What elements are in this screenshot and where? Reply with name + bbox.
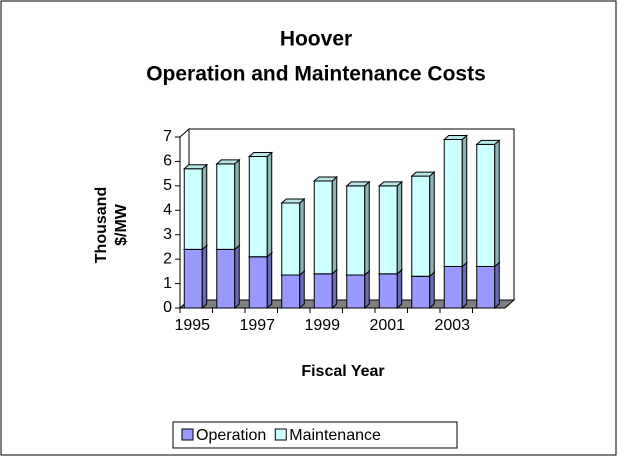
legend-swatch [181, 428, 194, 441]
bar-segment-side [396, 268, 403, 310]
x-tick-label: 1997 [239, 317, 275, 334]
bar-segment [281, 274, 301, 309]
bar-segment-side [429, 170, 435, 278]
bar-segment-top [215, 159, 241, 165]
bar-segment-side [331, 175, 338, 275]
bar-segment [183, 248, 203, 309]
y-tick-label: 1 [163, 275, 172, 292]
bar-segment-top [410, 171, 436, 177]
bar-segment [411, 275, 431, 309]
bar-segment [183, 168, 203, 250]
bar-segment-side [201, 244, 208, 310]
bar-segment-top [280, 198, 306, 204]
bar-segment [313, 273, 333, 309]
bar-segment [248, 256, 268, 309]
x-axis-label: Fiscal Year [301, 363, 384, 380]
bar-segment-side [461, 134, 468, 268]
legend-label: Operation [196, 427, 266, 444]
bar-segment-side [364, 269, 370, 310]
bar-segment [346, 185, 366, 276]
bar-segment [378, 185, 398, 275]
bar-segment [281, 202, 301, 276]
y-axis-label-line: $/MW [113, 203, 130, 246]
y-axis-label: Thousand $/MW [93, 187, 130, 263]
x-tick-label: 1999 [304, 317, 340, 334]
bar-segment [411, 175, 431, 277]
bar-segment-side [201, 163, 208, 251]
chart-title: Hoover [280, 28, 352, 51]
bar-segment-top [345, 181, 371, 187]
legend-box [172, 421, 458, 449]
bar-segment-side [299, 269, 305, 310]
bar-segment-side [494, 139, 500, 268]
bar-segment-top [475, 139, 501, 145]
bar-segment-side [234, 244, 240, 310]
x-tick-label: 2001 [369, 317, 405, 334]
y-tick-label: 4 [163, 202, 172, 219]
bar-segment-side [299, 197, 305, 277]
y-tick-label: 3 [163, 226, 172, 243]
bar-segment-side [331, 268, 338, 310]
chart-subtitle: Operation and Maintenance Costs [146, 63, 486, 86]
y-tick-label: 5 [163, 177, 172, 194]
bar-segment-side [461, 261, 468, 310]
bar-segment-top [312, 176, 339, 182]
bar-segment [476, 143, 496, 267]
legend-swatch [274, 428, 287, 441]
bar-segment [313, 180, 333, 275]
bar-segment [443, 138, 463, 267]
bar-segment-top [377, 181, 404, 187]
y-axis-label-line: Thousand [93, 187, 110, 263]
bar-segment-side [266, 151, 273, 258]
bar-segment [443, 265, 463, 309]
y-tick-label: 7 [163, 128, 172, 145]
legend-label: Maintenance [289, 427, 381, 444]
bar-segment-side [494, 261, 500, 310]
bar-segment-side [234, 158, 240, 251]
bar-segment-top [247, 152, 274, 158]
bar-segment-side [266, 251, 273, 310]
bar-segment [216, 163, 236, 250]
y-tick-label: 0 [163, 299, 172, 316]
x-tick-label: 1995 [174, 317, 210, 334]
y-tick-label: 2 [163, 250, 172, 267]
y-tick-label: 6 [163, 153, 172, 170]
bar-segment [248, 156, 268, 258]
bar-segment [216, 248, 236, 309]
bar-segment-side [364, 180, 370, 277]
bar-segment [476, 265, 496, 309]
bar-segment [378, 273, 398, 309]
bar-segment-top [182, 164, 209, 170]
bar-segment-side [429, 271, 435, 310]
bar-segment-side [396, 180, 403, 275]
bar-segment-top [442, 134, 469, 140]
bar-segment [346, 274, 366, 309]
x-tick-label: 2003 [434, 317, 470, 334]
